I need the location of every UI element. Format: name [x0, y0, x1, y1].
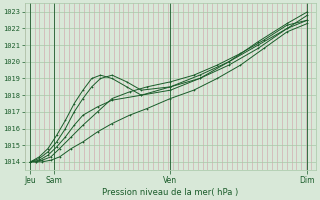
X-axis label: Pression niveau de la mer( hPa ): Pression niveau de la mer( hPa ) [102, 188, 238, 197]
